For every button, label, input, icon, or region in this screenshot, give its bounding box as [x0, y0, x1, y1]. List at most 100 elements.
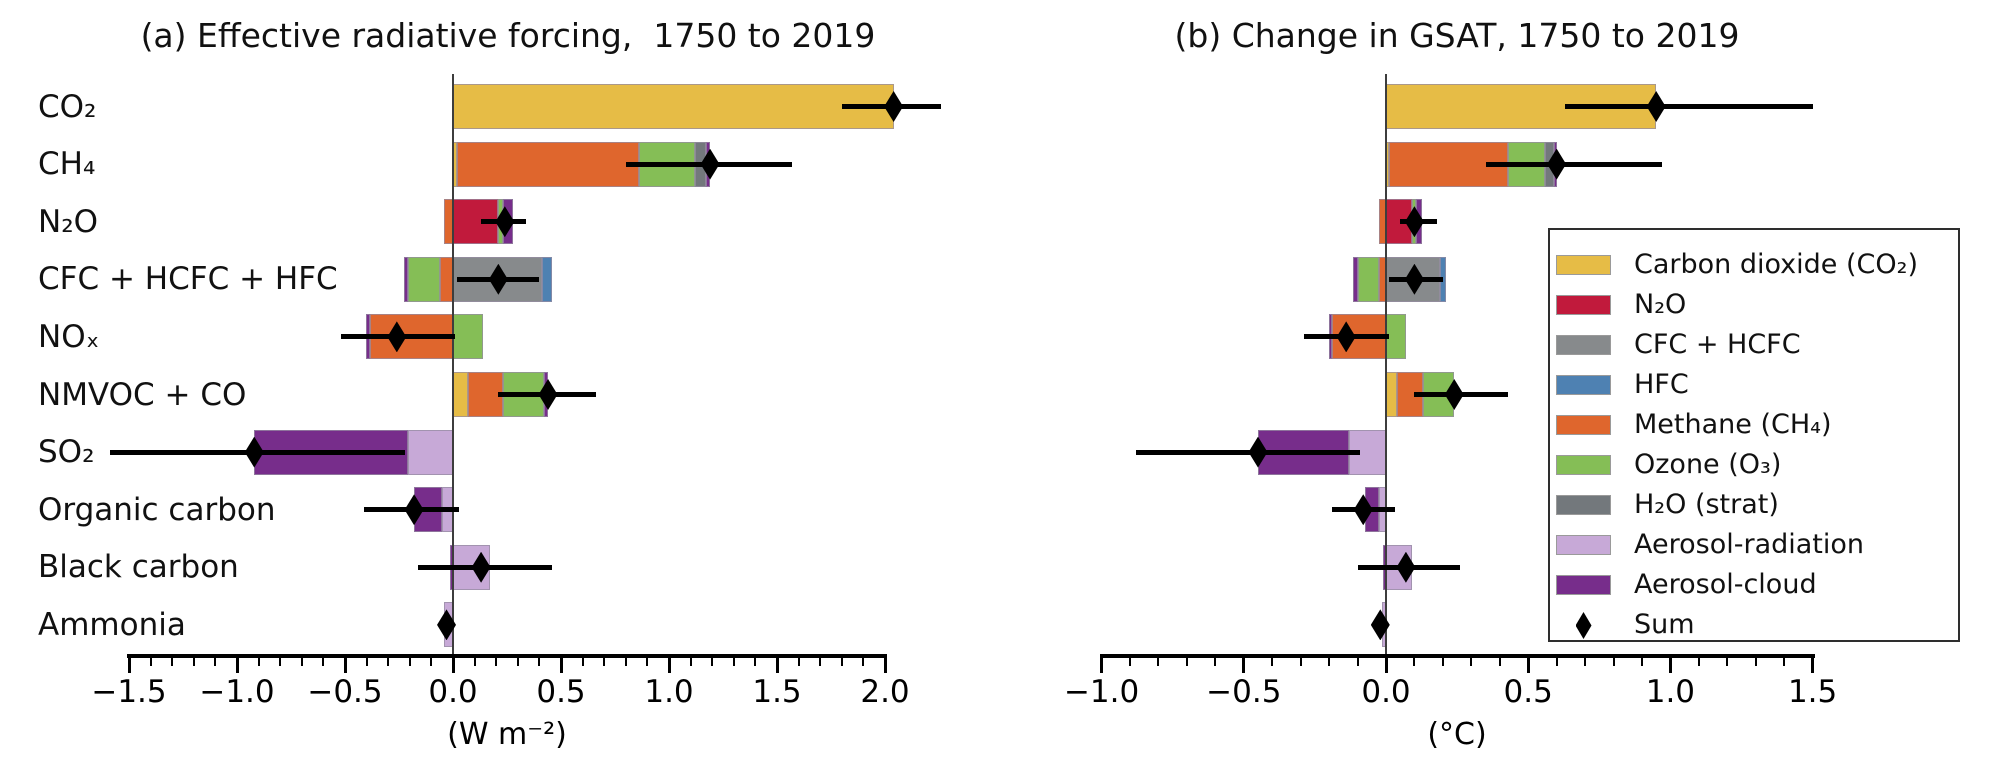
x-tick-mark-major — [1384, 658, 1388, 673]
sum-diamond — [437, 609, 457, 641]
zero-baseline — [1385, 74, 1387, 654]
row-label: Ammonia — [38, 606, 186, 643]
x-tick-mark-major — [559, 658, 563, 673]
legend-label: HFC — [1634, 369, 1689, 400]
legend-swatch-n2o — [1556, 295, 1611, 315]
row-label: Black carbon — [38, 549, 239, 586]
x-tick-mark-minor — [279, 658, 282, 666]
x-tick-mark-major — [1100, 658, 1104, 673]
row-label: SO₂ — [38, 434, 95, 471]
x-tick-mark-minor — [1783, 658, 1786, 666]
x-tick-mark-minor — [387, 658, 390, 666]
x-tick-mark-minor — [732, 658, 735, 666]
error-whisker — [1485, 161, 1662, 167]
error-whisker — [1135, 449, 1361, 455]
bar-segment-ch4 — [468, 372, 503, 417]
error-whisker — [1565, 104, 1813, 109]
x-tick-mark-minor — [149, 658, 152, 666]
legend-item-h2o_strat: H₂O (strat) — [1550, 485, 1958, 525]
x-tick-mark-minor — [1356, 658, 1359, 666]
x-tick-mark-minor — [1157, 658, 1160, 666]
bar-segment-o3 — [407, 256, 441, 302]
legend-label: Aerosol-cloud — [1634, 569, 1817, 600]
x-tick-mark-minor — [581, 658, 584, 666]
bar-segment-co2 — [453, 84, 894, 129]
x-axis-line — [1099, 654, 1815, 658]
x-tick-mark-major — [667, 658, 671, 673]
legend-label: Sum — [1634, 609, 1695, 640]
x-tick-mark-major — [1242, 658, 1246, 673]
x-tick-label: −0.5 — [307, 674, 383, 710]
x-tick-label: 0.0 — [428, 674, 478, 710]
x-tick-mark-minor — [516, 658, 519, 666]
x-tick-mark-major — [775, 658, 779, 673]
legend-label: N₂O — [1634, 289, 1687, 320]
row-label: NOₓ — [38, 318, 100, 355]
x-tick-mark-minor — [1413, 658, 1416, 666]
x-tick-label: 0.0 — [1361, 674, 1411, 710]
row-label: Organic carbon — [38, 491, 276, 528]
x-tick-label: 1.0 — [644, 674, 694, 710]
x-tick-mark-minor — [171, 658, 174, 666]
x-tick-label: −1.5 — [91, 674, 167, 710]
panel-a-title: (a) Effective radiative forcing, 1750 to… — [140, 16, 876, 55]
x-tick-mark-minor — [300, 658, 303, 666]
bar-segment-aer_rad — [407, 429, 453, 475]
sum-diamond — [1547, 148, 1567, 180]
x-tick-mark-minor — [689, 658, 692, 666]
x-tick-label: −0.5 — [1206, 674, 1282, 710]
x-tick-label: 0.5 — [1503, 674, 1553, 710]
x-tick-mark-minor — [495, 658, 498, 666]
legend-label: Carbon dioxide (CO₂) — [1634, 249, 1918, 280]
legend-item-sum: Sum — [1550, 605, 1958, 645]
sum-diamond — [1336, 321, 1356, 353]
bar-segment-aer_cloud — [1353, 256, 1358, 302]
x-tick-label: −1.0 — [1063, 674, 1140, 710]
x-tick-mark-major — [343, 658, 347, 673]
sum-diamond — [538, 379, 558, 410]
legend: Carbon dioxide (CO₂) N₂O CFC + HCFC HFC Meth… — [1548, 228, 1960, 642]
x-axis-unit-label-a: (W m⁻²) — [447, 717, 567, 752]
bar-segment-o3 — [1357, 256, 1379, 302]
x-tick-mark-minor — [1555, 658, 1558, 666]
sum-diamond — [488, 263, 508, 295]
panel-b-title: (b) Change in GSAT, 1750 to 2019 — [1174, 16, 1740, 55]
sum-diamond — [404, 494, 424, 526]
x-tick-mark-minor — [711, 658, 714, 666]
legend-label: Methane (CH₄) — [1634, 409, 1832, 440]
legend-item-ch4: Methane (CH₄) — [1550, 405, 1958, 445]
bar-segment-hfc — [541, 256, 553, 302]
x-tick-mark-minor — [1185, 658, 1188, 666]
x-tick-mark-minor — [408, 658, 411, 666]
x-tick-mark-minor — [1299, 658, 1302, 666]
bar-segment-o3 — [1386, 314, 1406, 360]
x-tick-mark-minor — [473, 658, 476, 666]
legend-label: Aerosol-radiation — [1634, 529, 1865, 560]
legend-item-cfc_hcfc: CFC + HCFC — [1550, 325, 1958, 365]
sum-diamond — [700, 148, 720, 180]
x-tick-mark-minor — [1697, 658, 1700, 666]
x-tick-mark-minor — [754, 658, 757, 666]
x-tick-mark-minor — [797, 658, 800, 666]
x-tick-mark-minor — [840, 658, 843, 666]
legend-label: H₂O (strat) — [1634, 489, 1779, 520]
bar-segment-aer_cloud — [404, 256, 408, 302]
x-tick-mark-minor — [862, 658, 865, 666]
x-tick-mark-major — [883, 658, 887, 673]
sum-diamond — [1404, 263, 1424, 295]
legend-item-co2: Carbon dioxide (CO₂) — [1550, 245, 1958, 285]
legend-swatch-hfc — [1556, 375, 1611, 395]
x-tick-mark-minor — [1612, 658, 1615, 666]
x-tick-mark-minor — [1498, 658, 1501, 666]
x-tick-mark-minor — [1640, 658, 1643, 666]
x-tick-mark-minor — [192, 658, 195, 666]
bar-segment-o3 — [453, 314, 484, 360]
row-label: CO₂ — [38, 88, 97, 125]
x-tick-mark-major — [127, 658, 131, 673]
bar-segment-co2 — [1386, 372, 1398, 417]
legend-swatch-aer_cloud — [1556, 575, 1611, 595]
x-tick-mark-minor — [1441, 658, 1444, 666]
x-axis-unit-label-b: (°C) — [1427, 717, 1487, 752]
legend-swatch-o3 — [1556, 455, 1611, 475]
